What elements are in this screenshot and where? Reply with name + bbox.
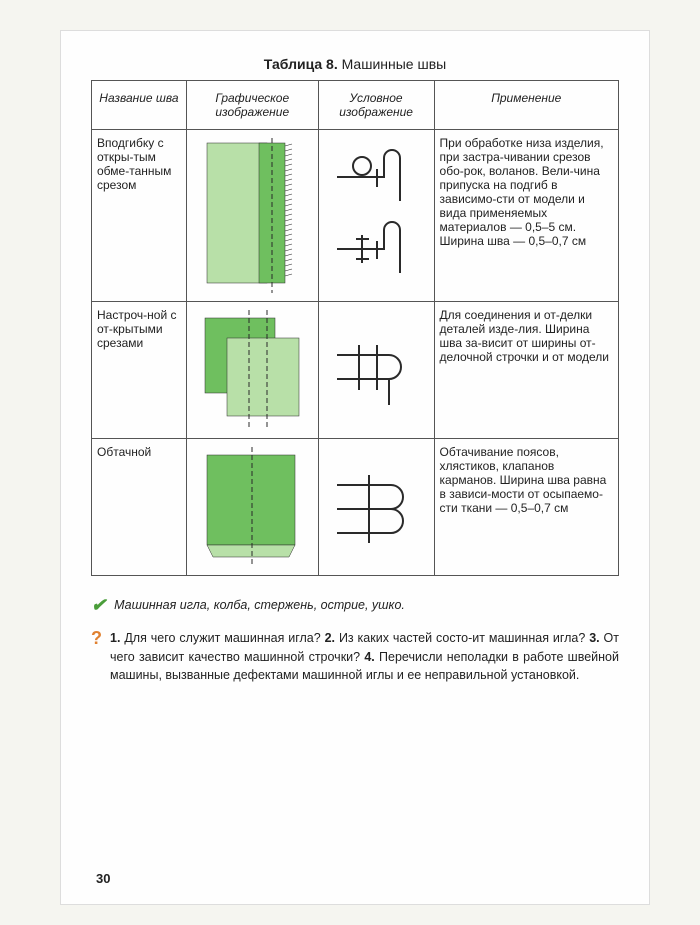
symbol-hem-seam-icon (329, 141, 424, 291)
question-mark-icon: ? (91, 629, 102, 647)
symbol-facing-seam-icon (329, 457, 424, 557)
graphic-cell (186, 130, 318, 302)
seam-application: При обработке низа изделия, при застра-ч… (434, 130, 618, 302)
graphic-facing-seam-icon (197, 447, 307, 567)
graphic-cell (186, 302, 318, 439)
col-header-symbol: Условное изображение (318, 81, 434, 130)
seams-table: Название шва Графическое изображение Усл… (91, 80, 619, 576)
notes-section: ✔ Машинная игла, колба, стержень, острие… (91, 596, 619, 685)
seam-application: Для соединения и от-делки деталей изде-л… (434, 302, 618, 439)
col-header-application: Применение (434, 81, 618, 130)
col-header-graphic: Графическое изображение (186, 81, 318, 130)
col-header-name: Название шва (92, 81, 187, 130)
seam-name: Настроч-ной с от-крытыми срезами (92, 302, 187, 439)
checkmark-icon: ✔ (91, 596, 106, 614)
table-caption: Машинные швы (342, 56, 447, 72)
seam-name: Вподгибку с откры-тым обме-танным срезом (92, 130, 187, 302)
keywords-text: Машинная игла, колба, стержень, острие, … (114, 596, 405, 615)
symbol-cell (318, 130, 434, 302)
seam-application: Обтачивание поясов, хлястиков, клапанов … (434, 439, 618, 576)
seam-name: Обтачной (92, 439, 187, 576)
graphic-cell (186, 439, 318, 576)
table-number: Таблица 8. (264, 56, 338, 72)
table-row: Вподгибку с откры-тым обме-танным срезом (92, 130, 619, 302)
questions-block: ? 1. Для чего служит машинная игла? 2. И… (91, 629, 619, 685)
questions-text: 1. Для чего служит машинная игла? 2. Из … (110, 629, 619, 685)
graphic-topstitch-seam-icon (197, 310, 307, 430)
table-row: Настроч-ной с от-крытыми срезами (92, 302, 619, 439)
textbook-page: Таблица 8. Машинные швы Название шва Гра… (60, 30, 650, 905)
symbol-topstitch-seam-icon (329, 320, 424, 420)
symbol-cell (318, 302, 434, 439)
keywords-line: ✔ Машинная игла, колба, стержень, острие… (91, 596, 619, 615)
symbol-cell (318, 439, 434, 576)
graphic-hem-seam-icon (197, 138, 307, 293)
page-number: 30 (96, 871, 110, 886)
table-title: Таблица 8. Машинные швы (91, 56, 619, 72)
table-row: Обтачной (92, 439, 619, 576)
